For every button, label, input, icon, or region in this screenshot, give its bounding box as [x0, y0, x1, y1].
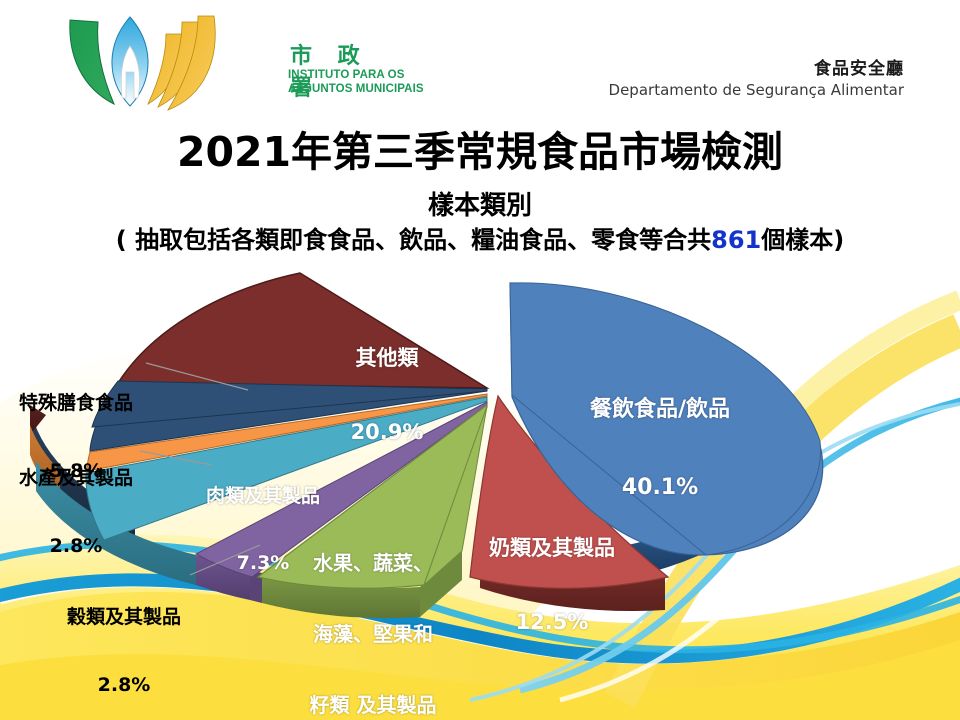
department-block: 食品安全廳 Departamento de Segurança Alimenta… — [609, 58, 904, 101]
slice-top-others — [116, 272, 490, 389]
slice-label-produce-line3: 籽類 及其製品 — [309, 692, 437, 717]
slice-label-meat: 肉類及其製品 7.3% — [178, 440, 348, 619]
callout-grains: 穀類及其製品 2.8% — [34, 560, 214, 720]
slice-top-dining-b — [509, 282, 822, 556]
note-prefix: ( 抽取包括各類即食食品、飲品、糧油食品、零食等合共 — [115, 226, 712, 254]
slice-label-dining-name: 餐飲食品/飲品 — [589, 396, 731, 422]
slice-top-meat — [85, 396, 488, 541]
leader-line-aquatic — [139, 450, 213, 466]
callout-grains-name: 穀類及其製品 — [66, 605, 181, 628]
note-sample-count: 861 — [711, 226, 762, 254]
slice-label-others-pct: 20.9% — [350, 419, 424, 444]
page-title: 2021年第三季常規食品市場檢測 — [176, 128, 784, 176]
logo-text-portuguese: INSTITUTO PARA OS ASSUNTOS MUNICIPAIS — [288, 68, 478, 96]
callout-aquatic-pct: 2.8% — [49, 534, 103, 557]
callout-special-diet-pct: 5.8% — [49, 459, 103, 482]
slice-label-others: 其他類 20.9% — [312, 296, 462, 494]
callout-grains-pct: 2.8% — [97, 673, 151, 696]
slice-top-produce-b — [423, 405, 488, 586]
slice-label-dairy-name: 奶類及其製品 — [489, 535, 615, 560]
slice-label-dairy-pct: 12.5% — [515, 609, 589, 634]
slice-side-meat — [36, 461, 196, 585]
slice-label-produce: 水果、蔬菜、 海藻、堅果和 籽類 及其製品 7.8% — [278, 505, 468, 720]
slice-side-others — [30, 405, 46, 435]
iam-logo-mark — [69, 15, 216, 111]
logo-pt-line1: INSTITUTO PARA OS — [288, 69, 405, 81]
page-note: ( 抽取包括各類即食食品、飲品、糧油食品、零食等合共861個樣本) — [0, 224, 960, 256]
slice-label-dining-pct: 40.1% — [621, 474, 699, 500]
iam-logo: 市 政 署 INSTITUTO PARA OS ASSUNTOS MUNICIP… — [62, 12, 424, 112]
slide-header: 市 政 署 INSTITUTO PARA OS ASSUNTOS MUNICIP… — [0, 0, 960, 118]
callout-special-diet: 特殊膳食食品 5.8% — [0, 346, 152, 528]
slice-label-produce-line1: 水果、蔬菜、 — [313, 551, 433, 576]
callout-aquatic: 水產及其製品 2.8% — [0, 421, 152, 603]
page-subtitle: 樣本類別 — [427, 191, 532, 221]
slice-label-meat-pct: 7.3% — [236, 552, 290, 575]
slice-top-aquatic — [86, 393, 488, 472]
department-name-portuguese: Departamento de Segurança Alimentar — [608, 81, 904, 99]
department-name-chinese: 食品安全廳 — [814, 59, 904, 79]
slice-label-dining: 餐飲食品/飲品 40.1% — [540, 345, 780, 553]
callout-special-diet-name: 特殊膳食食品 — [18, 391, 133, 414]
slice-top-special-diet-b — [91, 380, 488, 428]
slice-label-meat-name: 肉類及其製品 — [205, 484, 320, 507]
leader-line-special-diet — [145, 362, 249, 391]
leader-line-grains — [189, 544, 261, 576]
slice-label-dairy: 奶類及其製品 12.5% — [442, 486, 662, 684]
slice-label-produce-line2: 海藻、堅果和 — [313, 621, 433, 646]
slice-label-others-name: 其他類 — [355, 345, 419, 370]
callout-aquatic-name: 水產及其製品 — [18, 466, 133, 489]
pie-chart — [30, 272, 824, 619]
logo-pt-line2: ASSUNTOS MUNICIPAIS — [288, 83, 424, 95]
slice-side-produce-wall — [420, 550, 462, 617]
slice-side-grains-edge — [250, 570, 262, 603]
note-suffix: 個樣本) — [761, 226, 845, 254]
logo-text-chinese: 市 政 署 — [290, 44, 369, 101]
slice-top-grains — [194, 401, 488, 578]
